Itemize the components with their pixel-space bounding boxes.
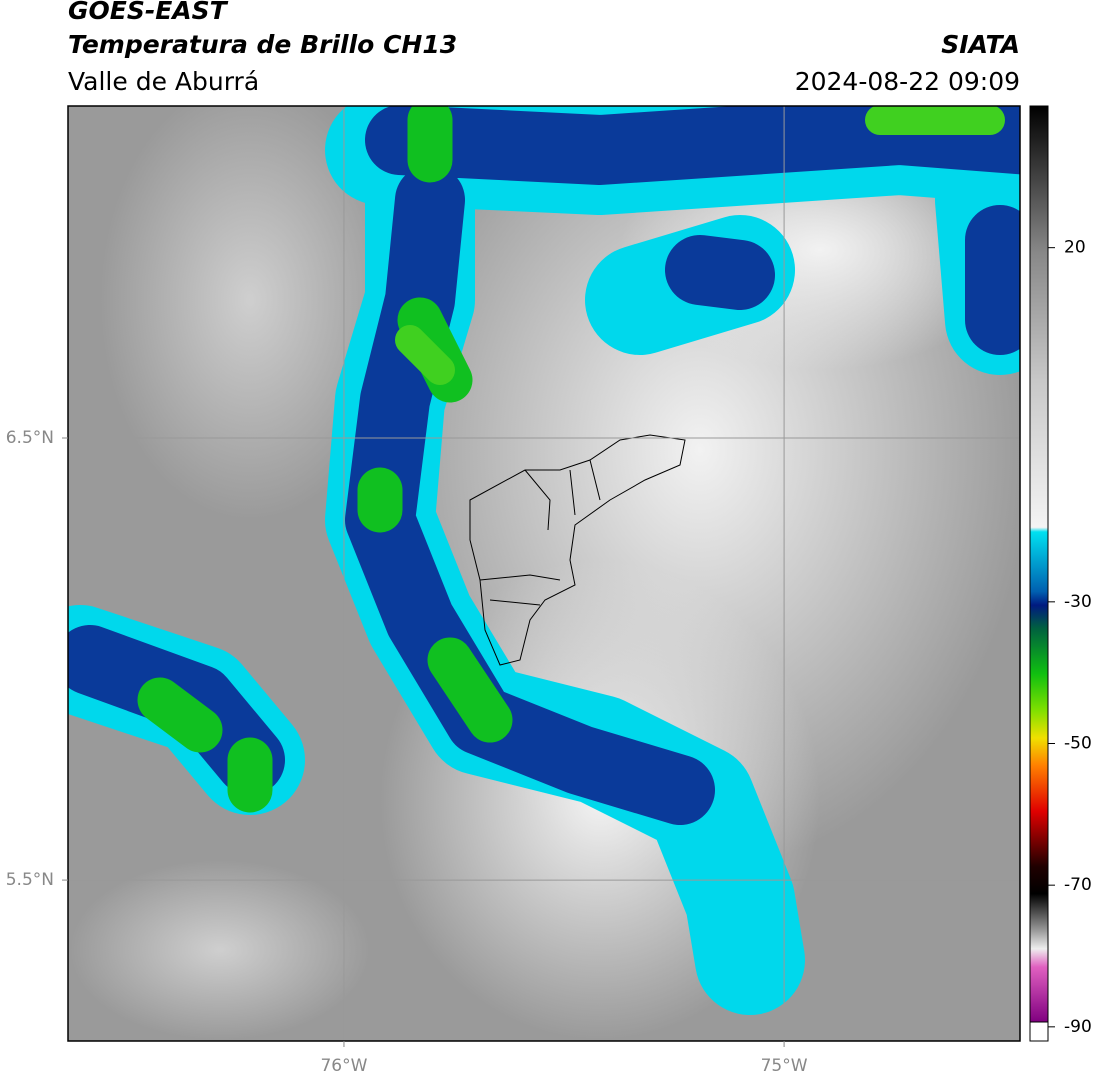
y-tick-label: 5.5°N [6, 870, 54, 890]
colorbar-tick-label: 20 [1064, 238, 1086, 258]
colorbar-frame [1029, 105, 1049, 1042]
agency: SIATA [941, 30, 1020, 59]
satellite: GOES-EAST [68, 0, 229, 25]
region: Valle de Aburrá [68, 67, 259, 96]
x-tick-label: 75°W [761, 1056, 808, 1076]
colorbar-tick-label: -50 [1064, 734, 1092, 754]
map-imagery [68, 106, 1020, 1041]
colorbar-tick-label: -70 [1064, 875, 1092, 895]
colorbar-tick-label: -30 [1064, 592, 1092, 612]
colorbar-extension [1029, 1021, 1049, 1042]
colorbar-tick-label: -90 [1064, 1017, 1092, 1037]
map-frame [67, 105, 1021, 1042]
x-tick-label: 76°W [320, 1056, 367, 1076]
datetime: 2024-08-22 09:09 [795, 67, 1020, 96]
y-tick-label: 6.5°N [6, 428, 54, 448]
colorbar [1030, 106, 1048, 1022]
product: Temperatura de Brillo CH13 [68, 30, 457, 59]
